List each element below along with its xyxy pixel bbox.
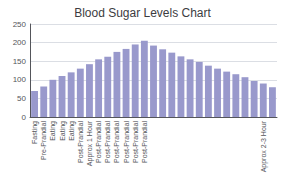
- svg-text:200: 200: [13, 38, 27, 47]
- svg-text:150: 150: [13, 57, 27, 66]
- svg-text:Post-Prandial: Post-Prandial: [113, 121, 120, 163]
- svg-text:Post-Prandial: Post-Prandial: [95, 121, 102, 163]
- svg-text:Post-Prandial: Post-Prandial: [141, 121, 148, 163]
- svg-text:Post-Prandial: Post-Prandial: [77, 121, 84, 163]
- svg-text:Post-Prandial: Post-Prandial: [132, 121, 139, 163]
- svg-text:Fasting: Fasting: [31, 121, 39, 144]
- svg-text:Pre-Prandial: Pre-Prandial: [40, 121, 47, 160]
- svg-text:100: 100: [13, 75, 27, 84]
- svg-text:Post-Prandial: Post-Prandial: [123, 121, 130, 163]
- svg-text:Approx 1 Hour: Approx 1 Hour: [86, 120, 94, 166]
- svg-text:Post-Prandial: Post-Prandial: [104, 121, 111, 163]
- svg-text:Approx 2-3 Hour: Approx 2-3 Hour: [260, 120, 268, 172]
- svg-text:Eating: Eating: [49, 121, 57, 141]
- svg-text:Eating: Eating: [59, 121, 67, 141]
- svg-text:0: 0: [22, 113, 27, 122]
- svg-text:50: 50: [17, 94, 26, 103]
- svg-text:Blood Sugar Levels Chart: Blood Sugar Levels Chart: [74, 6, 211, 20]
- svg-text:Eating: Eating: [68, 121, 76, 141]
- svg-text:250: 250: [13, 20, 27, 29]
